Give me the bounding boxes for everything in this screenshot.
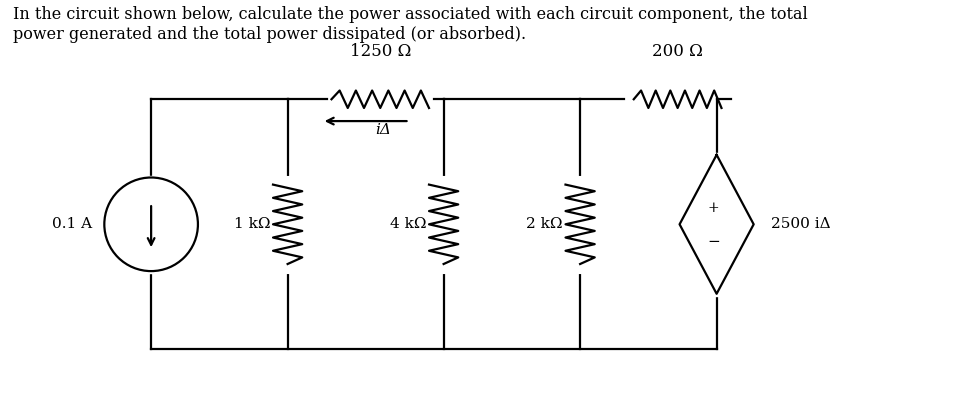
Text: 2 kΩ: 2 kΩ xyxy=(526,217,563,231)
Text: In the circuit shown below, calculate the power associated with each circuit com: In the circuit shown below, calculate th… xyxy=(13,6,807,42)
Polygon shape xyxy=(675,153,759,296)
Text: 200 Ω: 200 Ω xyxy=(652,42,703,60)
Text: 1 kΩ: 1 kΩ xyxy=(234,217,270,231)
Text: +: + xyxy=(708,200,720,215)
Text: 4 kΩ: 4 kΩ xyxy=(390,217,426,231)
Text: 0.1 A: 0.1 A xyxy=(53,217,93,231)
Text: 1250 Ω: 1250 Ω xyxy=(350,42,410,60)
Text: 2500 iΔ: 2500 iΔ xyxy=(771,217,831,231)
Ellipse shape xyxy=(104,177,198,271)
Text: −: − xyxy=(707,235,721,249)
Text: iΔ: iΔ xyxy=(375,123,391,137)
